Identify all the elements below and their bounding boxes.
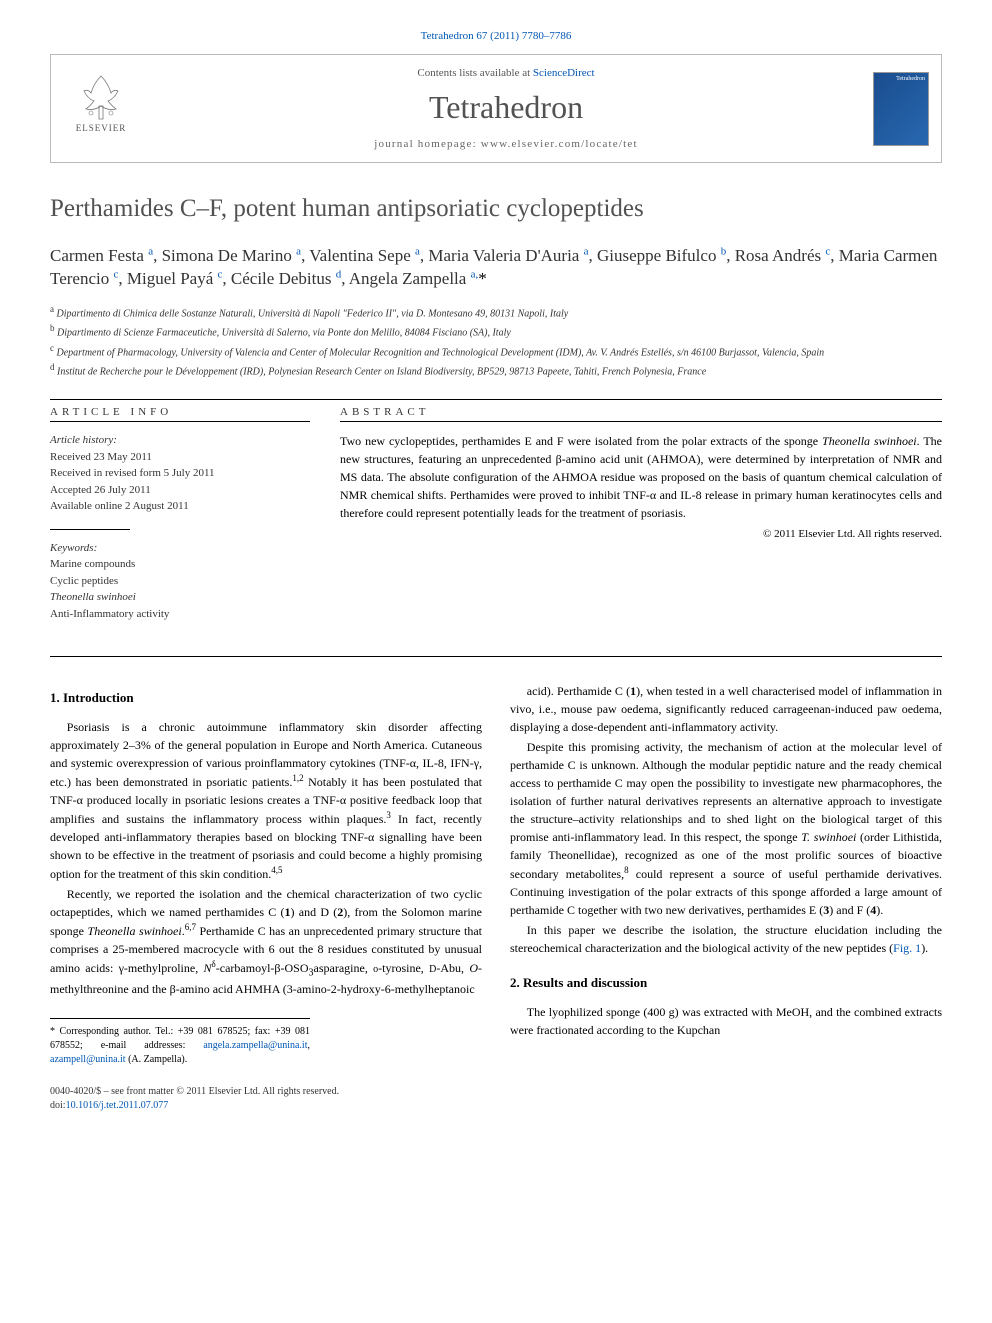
contents-available: Contents lists available at ScienceDirec… [151, 67, 861, 79]
corresponding-author-footnote: * Corresponding author. Tel.: +39 081 67… [50, 1018, 310, 1067]
page-footer: 0040-4020/$ – see front matter © 2011 El… [50, 1085, 942, 1113]
history-label: Article history: [50, 432, 310, 449]
history-line: Accepted 26 July 2011 [50, 482, 310, 499]
keywords-block: Keywords: Marine compoundsCyclic peptide… [50, 540, 310, 623]
publisher-name: ELSEVIER [76, 123, 127, 133]
body-paragraph: acid). Perthamide C (1), when tested in … [510, 682, 942, 736]
body-paragraph: Despite this promising activity, the mec… [510, 738, 942, 919]
affiliation-line: c Department of Pharmacology, University… [50, 342, 942, 360]
introduction-heading: 1. Introduction [50, 688, 482, 708]
journal-cover-thumbnail: Tetrahedron [873, 72, 929, 146]
history-line: Available online 2 August 2011 [50, 498, 310, 515]
doi-label: doi: [50, 1100, 66, 1111]
article-history: Article history: Received 23 May 2011Rec… [50, 432, 310, 515]
abstract-copyright: © 2011 Elsevier Ltd. All rights reserved… [340, 528, 942, 540]
separator: , [308, 1040, 311, 1051]
elsevier-tree-icon [76, 71, 126, 121]
article-info-label: ARTICLE INFO [50, 406, 310, 418]
doi-link[interactable]: 10.1016/j.tet.2011.07.077 [66, 1100, 169, 1111]
affiliations-list: a Dipartimento di Chimica delle Sostanze… [50, 303, 942, 379]
journal-homepage: journal homepage: www.elsevier.com/locat… [151, 138, 861, 150]
history-line: Received 23 May 2011 [50, 449, 310, 466]
history-line: Received in revised form 5 July 2011 [50, 465, 310, 482]
email-link[interactable]: angela.zampella@unina.it [203, 1040, 307, 1051]
keyword-line: Theonella swinhoei [50, 589, 310, 606]
abstract-text: Two new cyclopeptides, perthamides E and… [340, 432, 942, 522]
article-info-column: ARTICLE INFO Article history: Received 2… [50, 406, 310, 636]
keyword-line: Cyclic peptides [50, 573, 310, 590]
footnote-suffix: (A. Zampella). [126, 1054, 188, 1065]
affiliation-line: d Institut de Recherche pour le Développ… [50, 361, 942, 379]
body-paragraph: Psoriasis is a chronic autoimmune inflam… [50, 718, 482, 883]
divider [50, 656, 942, 657]
abstract-column: ABSTRACT Two new cyclopeptides, perthami… [340, 406, 942, 636]
abstract-label: ABSTRACT [340, 406, 942, 418]
sciencedirect-link[interactable]: ScienceDirect [533, 67, 595, 79]
affiliation-line: a Dipartimento di Chimica delle Sostanze… [50, 303, 942, 321]
front-matter-line: 0040-4020/$ – see front matter © 2011 El… [50, 1085, 942, 1099]
results-heading: 2. Results and discussion [510, 973, 942, 993]
affiliation-line: b Dipartimento di Scienze Farmaceutiche,… [50, 322, 942, 340]
keywords-label: Keywords: [50, 540, 310, 557]
email-link[interactable]: azampell@unina.it [50, 1054, 126, 1065]
journal-header: ELSEVIER Contents lists available at Sci… [50, 54, 942, 163]
cover-thumbnail-block: Tetrahedron [861, 55, 941, 162]
body-paragraph: In this paper we describe the isolation,… [510, 921, 942, 957]
keyword-line: Anti-Inflammatory activity [50, 606, 310, 623]
body-paragraph: Recently, we reported the isolation and … [50, 885, 482, 998]
body-paragraph: The lyophilized sponge (400 g) was extra… [510, 1003, 942, 1039]
journal-reference: Tetrahedron 67 (2011) 7780–7786 [50, 30, 942, 42]
article-title: Perthamides C–F, potent human antipsoria… [50, 193, 942, 226]
article-body: 1. Introduction Psoriasis is a chronic a… [50, 682, 942, 1067]
authors-list: Carmen Festa a, Simona De Marino a, Vale… [50, 244, 942, 292]
contents-prefix: Contents lists available at [417, 67, 532, 79]
keyword-line: Marine compounds [50, 556, 310, 573]
journal-title: Tetrahedron [151, 89, 861, 126]
publisher-logo-block: ELSEVIER [51, 55, 151, 162]
divider [50, 399, 942, 400]
cover-label: Tetrahedron [896, 76, 925, 82]
